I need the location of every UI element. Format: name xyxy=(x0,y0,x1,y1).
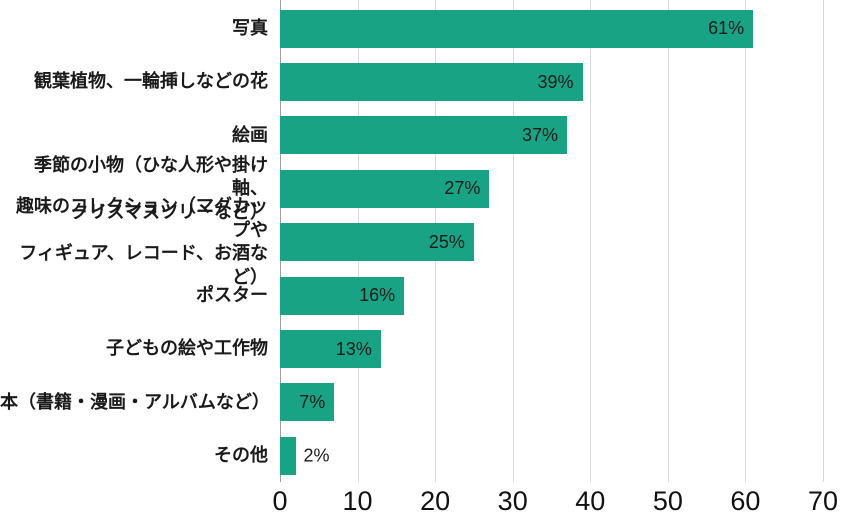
chart-row: 絵画 37% xyxy=(0,109,850,162)
bar-cell: 61% xyxy=(280,9,823,48)
chart-row: 趣味のコレクション（マグカップや フィギュア、レコード、お酒など） 25% xyxy=(0,196,850,287)
value-label: 2% xyxy=(303,445,330,466)
x-tick-label: 0 xyxy=(272,486,288,516)
bar: 37% xyxy=(280,116,567,155)
value-label: 37% xyxy=(521,124,558,145)
bar-cell: 7% xyxy=(280,383,823,422)
value-label: 39% xyxy=(537,71,574,92)
category-label: 写真 xyxy=(232,18,268,38)
chart-row: 季節の小物（ひな人形や掛け軸、 クリスマスツリーなど） 27% xyxy=(0,155,850,222)
bar: 61% xyxy=(280,9,754,48)
bar: 13% xyxy=(280,330,381,369)
category-label: 季節の小物（ひな人形や掛け軸、 クリスマスツリーなど） xyxy=(34,154,268,222)
bar: 2% xyxy=(280,436,330,475)
chart-row: 本（書籍・漫画・アルバムなど） 7% xyxy=(0,376,850,429)
bar: 25% xyxy=(280,223,474,262)
chart-row: 写真 61% xyxy=(0,2,850,55)
value-label: 25% xyxy=(428,231,465,252)
category-label: その他 xyxy=(214,445,268,466)
bar-cell: 39% xyxy=(280,63,823,102)
chart-row: 観葉植物、一輪挿しなどの花 39% xyxy=(0,55,850,108)
value-label: 7% xyxy=(299,391,326,412)
category-label: 子どもの絵や工作物 xyxy=(106,338,268,359)
gridline xyxy=(745,0,747,482)
bar: 16% xyxy=(280,276,405,315)
x-tick-label: 30 xyxy=(497,486,528,516)
bar: 7% xyxy=(280,383,335,422)
gridline xyxy=(667,0,669,482)
value-label: 27% xyxy=(444,178,481,199)
x-tick-label: 10 xyxy=(342,486,373,516)
category-label: 観葉植物、一輪挿しなどの花 xyxy=(34,71,268,92)
category-label: 趣味のコレクション（マグカップや フィギュア、レコード、お酒など） xyxy=(16,196,268,287)
gridline xyxy=(823,0,824,482)
bar: 27% xyxy=(280,169,490,208)
x-tick-label: 20 xyxy=(420,486,451,516)
bar: 39% xyxy=(280,63,583,102)
bar-cell: 16% xyxy=(280,276,823,315)
chart-row: 子どもの絵や工作物 13% xyxy=(0,322,850,375)
chart-row: ポスター 16% xyxy=(0,269,850,322)
x-tick-label: 60 xyxy=(730,486,761,516)
gridline xyxy=(512,0,514,482)
x-tick-label: 50 xyxy=(652,486,683,516)
gridline xyxy=(590,0,592,482)
bar-cell: 13% xyxy=(280,330,823,369)
bar-cell: 25% xyxy=(280,223,823,262)
bar-cell: 2% xyxy=(280,436,823,475)
category-label: 本（書籍・漫画・アルバムなど） xyxy=(0,391,270,412)
chart-rows: 写真 61% 観葉植物、一輪挿しなどの花 39% 絵画 37% 季節の小物（ひな人形や掛け軸… xyxy=(0,2,850,483)
x-axis: 0 10 20 30 40 50 60 70 xyxy=(272,485,838,517)
category-label: ポスター xyxy=(196,284,268,305)
category-label: 絵画 xyxy=(232,124,268,145)
bar-cell: 37% xyxy=(280,116,823,155)
value-label: 61% xyxy=(708,18,745,39)
bar-cell: 27% xyxy=(280,169,823,208)
value-label: 13% xyxy=(335,338,372,359)
x-tick-label: 70 xyxy=(807,486,839,516)
x-tick-label: 40 xyxy=(575,486,606,516)
chart-row: その他 2% xyxy=(0,429,850,482)
value-label: 16% xyxy=(359,285,396,306)
